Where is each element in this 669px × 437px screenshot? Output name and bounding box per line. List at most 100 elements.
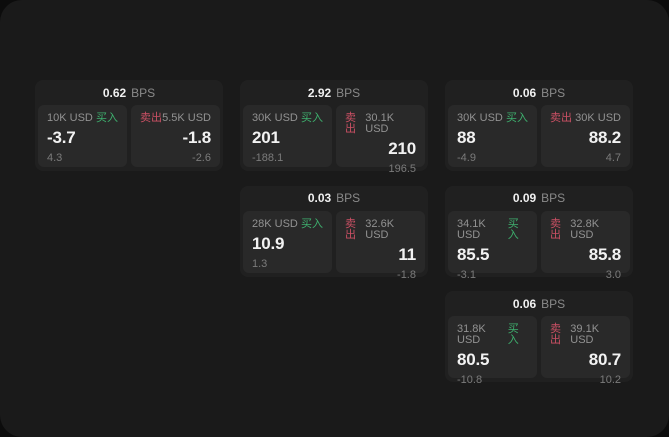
card-header: 0.62 BPS xyxy=(35,80,223,105)
buy-delta: -3.1 xyxy=(457,268,476,281)
card-body: 28K USD 买入 10.9 1.3 卖出 32.6K USD 11 -1.8 xyxy=(240,210,428,280)
sell-quote-pane[interactable]: 卖出 30.1K USD 210 196.5 xyxy=(336,105,425,175)
sell-price: 80.7 xyxy=(588,350,621,369)
buy-delta: 1.3 xyxy=(252,257,268,270)
quote-card: 0.62 BPS 10K USD 买入 -3.7 4.3 卖出 5.5K USD… xyxy=(35,80,223,171)
buy-price: 80.5 xyxy=(457,350,490,369)
sell-price: 210 xyxy=(388,139,416,158)
spread-bps-value: 0.09 xyxy=(512,191,537,205)
buy-delta: 4.3 xyxy=(47,152,63,164)
spread-bps-value: 2.92 xyxy=(307,85,332,100)
buy-pane-top: 28K USD 买入 xyxy=(252,217,323,230)
sell-quote-pane[interactable]: 卖出 39.1K USD 80.7 10.2 xyxy=(541,316,630,386)
sell-quote-pane[interactable]: 卖出 32.6K USD 11 -1.8 xyxy=(336,210,425,280)
buy-pane-top: 31.8K USD 买入 xyxy=(457,324,528,346)
buy-price: 10.9 xyxy=(252,233,285,253)
buy-pane-top: 34.1K USD 买入 xyxy=(457,217,528,241)
sell-pane-top: 卖出 39.1K USD xyxy=(550,324,621,346)
spread-bps-value: 0.62 xyxy=(102,85,127,100)
spread-bps-value: 0.06 xyxy=(512,296,537,311)
sell-delta: 4.7 xyxy=(605,152,621,164)
bps-unit-label: BPS xyxy=(336,85,361,100)
sell-delta: -2.6 xyxy=(192,152,211,164)
sell-size: 30.1K USD xyxy=(365,112,395,135)
sell-pane-top: 卖出 30.1K USD xyxy=(345,113,416,135)
buy-pane-top: 30K USD 买入 xyxy=(457,113,528,124)
sell-pane-top: 卖出 5.5K USD xyxy=(140,113,211,124)
card-body: 30K USD 买入 201 -188.1 卖出 30.1K USD 210 1… xyxy=(240,105,428,175)
buy-quote-pane[interactable]: 28K USD 买入 10.9 1.3 xyxy=(243,210,332,273)
quote-card: 0.06 BPS 31.8K USD 买入 80.5 -10.8 卖出 39.1… xyxy=(445,291,633,386)
sell-delta: -1.8 xyxy=(397,268,416,281)
card-body: 31.8K USD 买入 80.5 -10.8 卖出 39.1K USD 80.… xyxy=(445,316,633,386)
sell-size: 32.8K USD xyxy=(570,217,600,241)
sell-price: 85.8 xyxy=(588,244,621,264)
sell-quote-pane[interactable]: 卖出 32.8K USD 85.8 3.0 xyxy=(541,210,630,280)
buy-price: 201 xyxy=(252,128,280,147)
sell-side-label: 卖出 xyxy=(550,112,572,124)
card-header: 0.03 BPS xyxy=(240,186,428,211)
buy-side-label: 买入 xyxy=(301,217,323,230)
sell-price: 88.2 xyxy=(588,128,621,147)
buy-side-label: 买入 xyxy=(507,217,519,241)
buy-side-label: 买入 xyxy=(96,112,118,124)
buy-quote-pane[interactable]: 30K USD 买入 201 -188.1 xyxy=(243,105,332,167)
buy-size: 30K USD xyxy=(252,112,298,124)
card-header: 0.06 BPS xyxy=(445,291,633,316)
bps-unit-label: BPS xyxy=(336,191,361,205)
buy-quote-pane[interactable]: 34.1K USD 买入 85.5 -3.1 xyxy=(448,210,537,280)
quote-card: 0.06 BPS 30K USD 买入 88 -4.9 卖出 30K USD 8… xyxy=(445,80,633,171)
sell-quote-pane[interactable]: 卖出 30K USD 88.2 4.7 xyxy=(541,105,630,167)
quote-card: 0.09 BPS 34.1K USD 买入 85.5 -3.1 卖出 32.8K… xyxy=(445,185,633,280)
buy-size: 10K USD xyxy=(47,112,93,124)
sell-size: 5.5K USD xyxy=(162,112,211,124)
buy-size: 31.8K USD xyxy=(457,323,486,346)
card-header: 2.92 BPS xyxy=(240,80,428,105)
buy-size: 28K USD xyxy=(252,217,298,230)
sell-quote-pane[interactable]: 卖出 5.5K USD -1.8 -2.6 xyxy=(131,105,220,167)
sell-delta: 3.0 xyxy=(605,268,621,281)
card-body: 34.1K USD 买入 85.5 -3.1 卖出 32.8K USD 85.8… xyxy=(445,210,633,280)
buy-quote-pane[interactable]: 31.8K USD 买入 80.5 -10.8 xyxy=(448,316,537,386)
buy-side-label: 买入 xyxy=(301,112,323,124)
buy-price: 85.5 xyxy=(457,244,490,264)
buy-delta: -4.9 xyxy=(457,152,476,164)
sell-price: -1.8 xyxy=(182,128,212,147)
buy-pane-top: 30K USD 买入 xyxy=(252,113,323,124)
bps-unit-label: BPS xyxy=(131,85,156,100)
sell-delta: 10.2 xyxy=(599,374,621,386)
buy-quote-pane[interactable]: 10K USD 买入 -3.7 4.3 xyxy=(38,105,127,167)
spread-bps-value: 0.06 xyxy=(512,85,537,100)
buy-price: 88 xyxy=(457,128,476,147)
sell-side-label: 卖出 xyxy=(550,323,561,346)
buy-side-label: 买入 xyxy=(507,323,519,346)
sell-size: 30K USD xyxy=(575,112,621,124)
card-body: 30K USD 买入 88 -4.9 卖出 30K USD 88.2 4.7 xyxy=(445,105,633,167)
quote-card: 0.03 BPS 28K USD 买入 10.9 1.3 卖出 32.6K US… xyxy=(240,185,428,280)
buy-delta: -188.1 xyxy=(252,152,284,164)
sell-side-label: 卖出 xyxy=(550,217,561,241)
bps-unit-label: BPS xyxy=(541,296,566,311)
quote-card: 2.92 BPS 30K USD 买入 201 -188.1 卖出 30.1K … xyxy=(240,80,428,175)
buy-side-label: 买入 xyxy=(506,112,528,124)
buy-quote-pane[interactable]: 30K USD 买入 88 -4.9 xyxy=(448,105,537,167)
buy-pane-top: 10K USD 买入 xyxy=(47,113,118,124)
spread-bps-value: 0.03 xyxy=(307,191,332,205)
sell-size: 39.1K USD xyxy=(570,323,600,346)
buy-size: 34.1K USD xyxy=(457,217,486,241)
card-header: 0.06 BPS xyxy=(445,80,633,105)
bps-unit-label: BPS xyxy=(541,191,566,205)
sell-size: 32.6K USD xyxy=(365,217,395,241)
buy-size: 30K USD xyxy=(457,112,503,124)
card-header: 0.09 BPS xyxy=(445,186,633,211)
sell-pane-top: 卖出 32.6K USD xyxy=(345,217,416,241)
buy-price: -3.7 xyxy=(47,128,76,147)
buy-delta: -10.8 xyxy=(457,374,483,386)
sell-side-label: 卖出 xyxy=(345,112,356,135)
sell-delta: 196.5 xyxy=(388,163,416,175)
card-body: 10K USD 买入 -3.7 4.3 卖出 5.5K USD -1.8 -2.… xyxy=(35,105,223,167)
sell-pane-top: 卖出 30K USD xyxy=(550,113,621,124)
